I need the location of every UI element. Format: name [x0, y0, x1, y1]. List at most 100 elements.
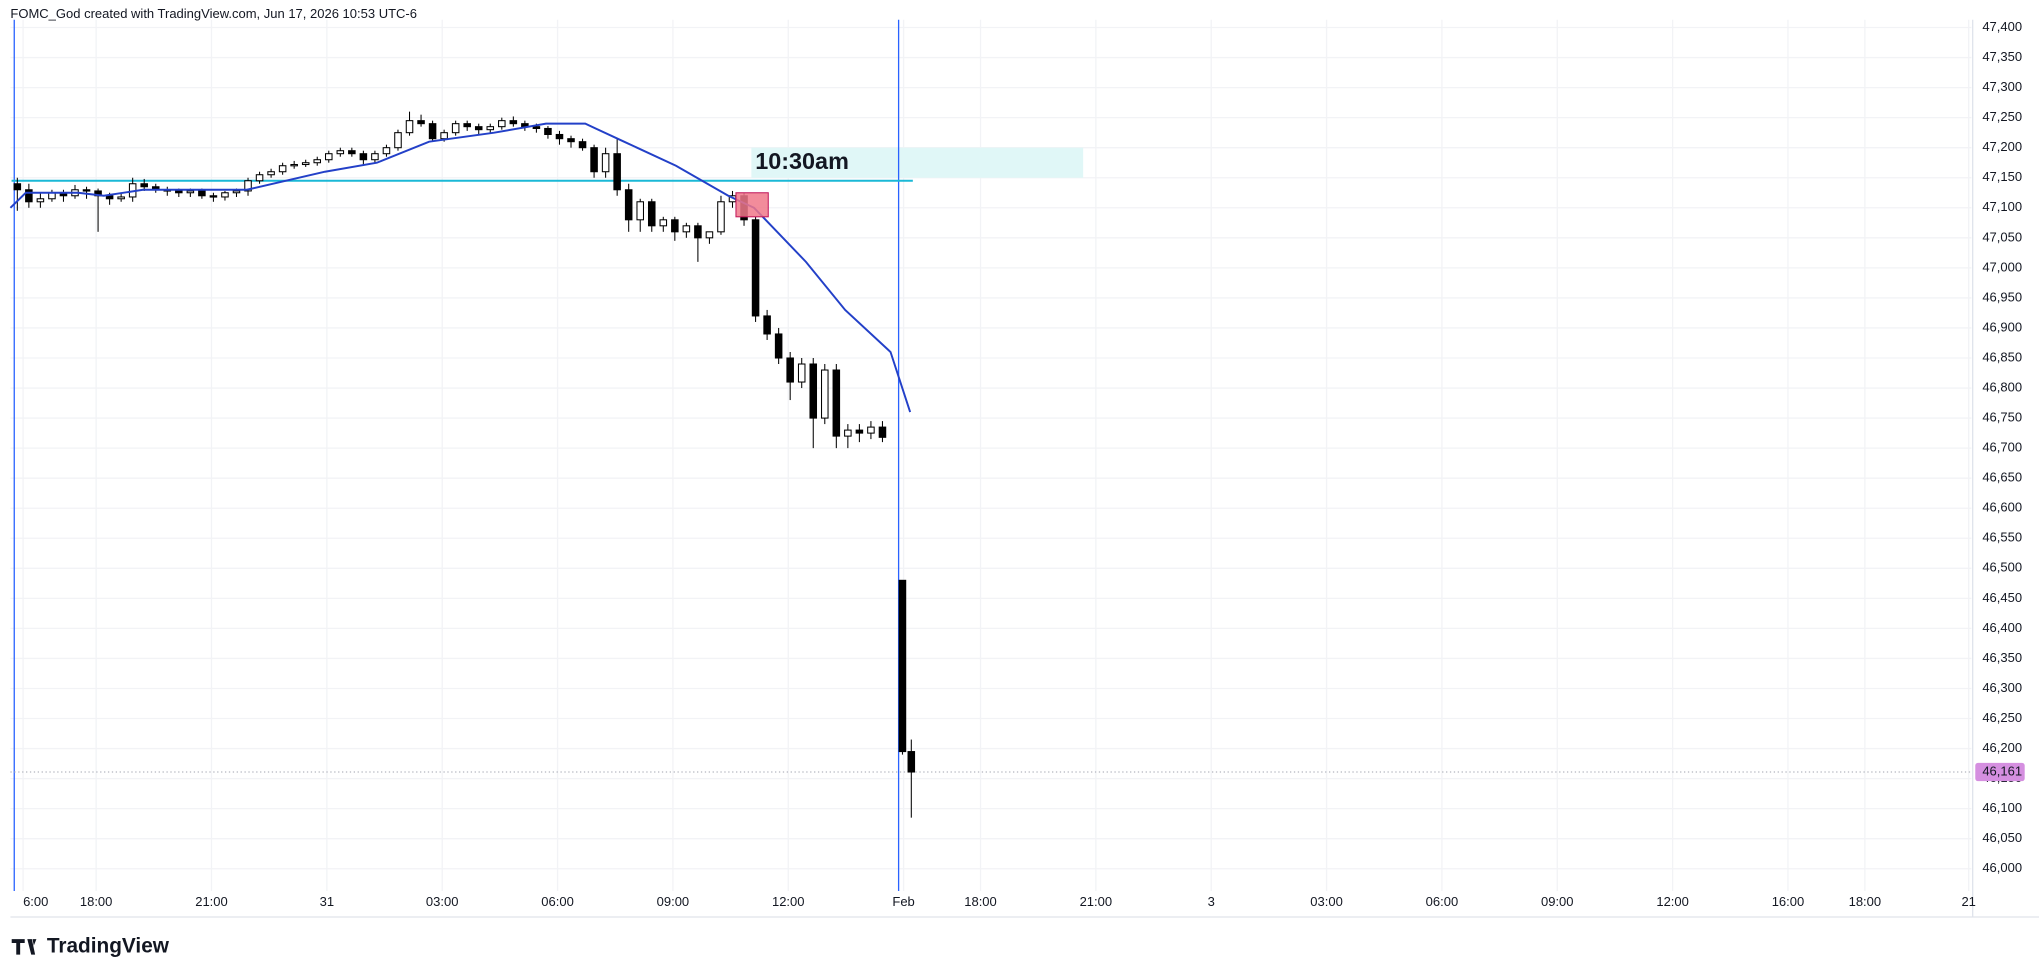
candle-body	[451, 123, 460, 134]
candle-body	[267, 171, 275, 176]
candle-body	[774, 333, 783, 359]
y-tick-label: 47,350	[1982, 49, 2022, 64]
candle-body	[371, 153, 379, 161]
candle-body	[705, 231, 714, 239]
x-tick-label: 03:00	[1310, 894, 1343, 909]
x-tick-label: 21:00	[1080, 894, 1113, 909]
candle-body	[647, 201, 656, 227]
candle-body	[544, 127, 552, 135]
y-tick-label: 46,600	[1982, 500, 2022, 515]
candle-body	[751, 219, 760, 317]
y-tick-label: 46,400	[1982, 620, 2022, 635]
candle-body	[671, 219, 679, 233]
last-price-box	[1975, 762, 2025, 782]
y-tick-label: 47,200	[1982, 139, 2022, 154]
logo: TradingView	[11, 934, 170, 957]
y-tick-label: 46,850	[1982, 349, 2022, 364]
candle-body	[175, 190, 183, 194]
y-tick-label: 46,950	[1982, 289, 2022, 304]
candle-body	[325, 153, 333, 161]
candle-body	[797, 363, 806, 383]
candle-body	[578, 141, 587, 149]
candle-body	[682, 225, 691, 233]
logo-icon	[11, 939, 37, 955]
y-tick-label: 46,100	[1982, 800, 2022, 815]
candle-body	[624, 189, 633, 221]
header: FOMC_God created with TradingView.com, J…	[10, 6, 417, 21]
y-tick-label: 46,200	[1982, 740, 2022, 755]
candle-body	[821, 369, 829, 419]
ema-line	[9, 122, 912, 413]
y-tick-label: 47,100	[1982, 199, 2022, 214]
y-tick-label: 47,250	[1982, 109, 2022, 124]
candle-body	[855, 429, 864, 434]
y-tick-label: 46,000	[1982, 860, 2022, 875]
candle-body	[555, 133, 564, 140]
candle-body	[763, 315, 771, 335]
zone-label: 10:30am	[755, 148, 849, 174]
y-tick-label: 47,400	[1982, 19, 2022, 34]
candle-body	[382, 147, 391, 155]
candle-body	[844, 429, 852, 437]
y-tick-label: 46,350	[1982, 650, 2022, 665]
y-tick-label: 46,450	[1982, 590, 2022, 605]
candle-body	[532, 126, 541, 129]
y-tick-label: 46,800	[1982, 379, 2022, 394]
x-tick-label: 31	[320, 894, 334, 909]
candle-body	[440, 132, 448, 140]
candle-body	[336, 150, 345, 155]
candle-body	[509, 120, 518, 125]
x-tick-label: 06:00	[541, 894, 574, 909]
candle-body	[290, 164, 298, 167]
x-tick-label: 21:00	[195, 894, 228, 909]
x-tick-label: 6:00	[23, 894, 48, 909]
last-price-label: 46,161	[1982, 763, 2022, 778]
candle-body	[405, 120, 414, 134]
candle-body	[907, 751, 916, 773]
x-tick-label: 06:00	[1426, 894, 1459, 909]
candle-body	[417, 120, 425, 125]
x-tick-label: 09:00	[657, 894, 690, 909]
x-tick-label: 18:00	[80, 894, 113, 909]
x-tick-label: 09:00	[1541, 894, 1574, 909]
x-tick-label: Feb	[892, 894, 914, 909]
y-tick-label: 46,900	[1982, 319, 2022, 334]
candle-body	[348, 150, 356, 155]
candle-body	[567, 138, 575, 143]
candle-body	[313, 159, 322, 164]
candle-body	[255, 174, 264, 182]
candle-body	[221, 192, 229, 198]
x-tick-label: 18:00	[1849, 894, 1882, 909]
candle-body	[117, 196, 125, 200]
candle-body	[590, 147, 598, 173]
x-tick-label: 3	[1208, 894, 1215, 909]
candle-body	[140, 183, 148, 188]
candle-body	[82, 189, 91, 192]
y-tick-label: 46,650	[1982, 470, 2022, 485]
candle-body	[278, 165, 287, 173]
y-tick-label: 46,300	[1982, 680, 2022, 695]
candle-body	[694, 225, 702, 239]
x-tick-label: 21	[1961, 894, 1975, 909]
y-tick-label: 47,000	[1982, 259, 2022, 274]
candle-body	[301, 162, 310, 166]
candle-body	[659, 219, 668, 227]
candle-body	[359, 153, 368, 161]
candle-body	[463, 123, 471, 128]
time-zone	[751, 147, 1084, 178]
x-tick-label: 12:00	[1656, 894, 1689, 909]
candle-body	[209, 195, 218, 198]
y-tick-label: 46,500	[1982, 560, 2022, 575]
candle-body	[498, 120, 506, 128]
y-tick-label: 46,550	[1982, 530, 2022, 545]
candle-body	[809, 363, 818, 419]
candle-body	[486, 126, 495, 131]
candle-body	[232, 190, 241, 194]
candle-body	[394, 132, 402, 149]
candle-body	[428, 123, 437, 140]
y-tick-label: 46,750	[1982, 410, 2022, 425]
y-tick-label: 47,300	[1982, 79, 2022, 94]
candle-body	[244, 180, 252, 192]
